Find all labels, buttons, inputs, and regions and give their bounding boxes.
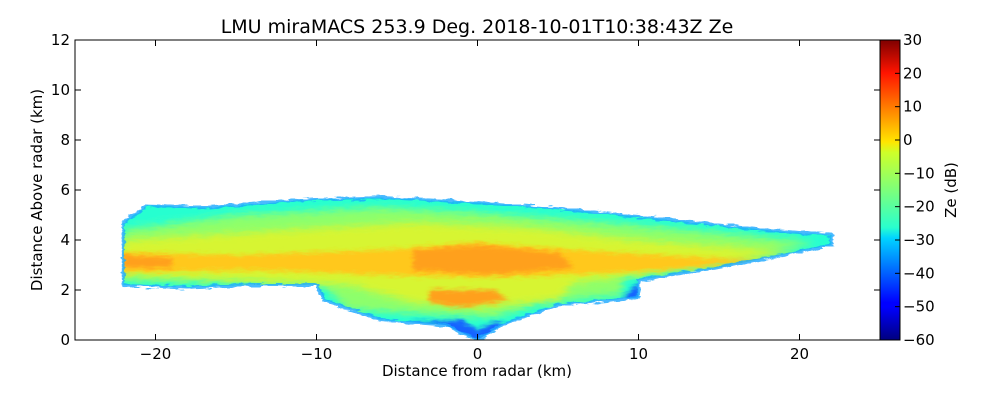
y-axis-ticks: 0 2 4 6 8 10 12 [51,31,880,349]
y-tick-label: 8 [60,131,70,149]
y-tick-label: 4 [60,231,70,249]
colorbar-tick-label: −60 [903,331,935,349]
x-tick-label: 0 [473,345,483,363]
x-tick-label: 20 [790,345,809,363]
echo-hot-spots [123,245,575,308]
y-tick-label: 0 [60,331,70,349]
y-tick-label: 6 [60,181,70,199]
y-axis-label: Distance Above radar (km) [28,89,46,291]
x-axis-label: Distance from radar (km) [382,362,572,380]
colorbar-tick-label: 10 [903,98,922,116]
colorbar-tick-label: −10 [903,164,935,182]
y-tick-label: 2 [60,281,70,299]
colorbar-tick-label: −40 [903,264,935,282]
chart-title: LMU miraMACS 253.9 Deg. 2018-10-01T10:38… [221,16,734,38]
colorbar-ticks: 30 20 10 0 −10 −20 −30 −40 −50 −60 [895,31,935,349]
colorbar-tick-label: 20 [903,64,922,82]
x-tick-label: −20 [140,345,172,363]
echo-low-level-blue [397,282,639,340]
colorbar-tick-label: 0 [903,131,913,149]
reflectivity-field [121,195,834,340]
y-tick-label: 10 [51,81,70,99]
x-tick-label: −10 [301,345,333,363]
x-tick-label: 10 [629,345,648,363]
colorbar-tick-label: 30 [903,31,922,49]
colorbar-tick-label: −50 [903,298,935,316]
colorbar [879,39,901,341]
echo-outline-edge [121,195,834,340]
x-axis-ticks: −20 −10 0 10 20 [140,40,809,363]
colorbar-label: Ze (dB) [942,162,960,218]
colorbar-tick-label: −30 [903,231,935,249]
colorbar-tick-label: −20 [903,198,935,216]
y-tick-label: 12 [51,31,70,49]
